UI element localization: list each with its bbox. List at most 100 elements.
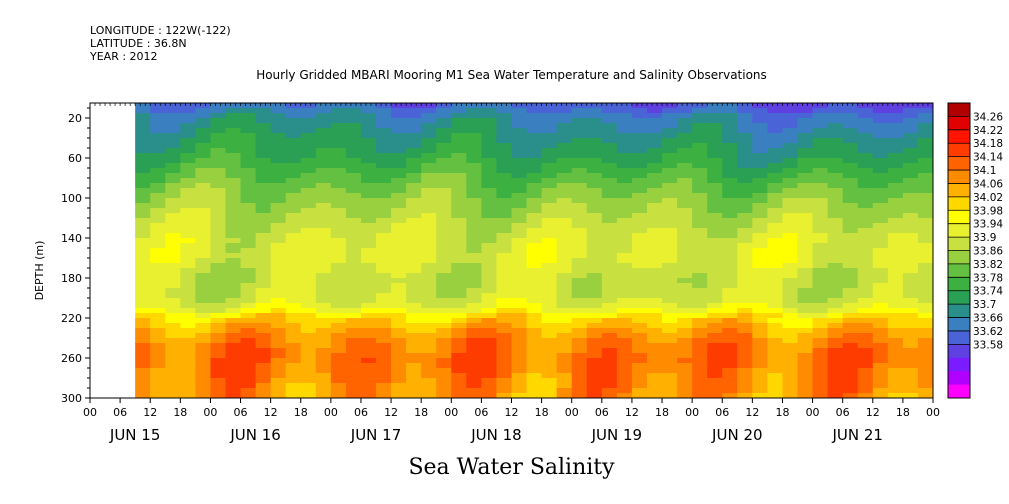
heatmap-cell bbox=[300, 378, 317, 384]
heatmap-cell bbox=[646, 163, 663, 169]
heatmap-cell bbox=[812, 283, 829, 289]
heatmap-cell bbox=[872, 378, 889, 384]
heatmap-cell bbox=[902, 103, 919, 109]
heatmap-cell bbox=[330, 188, 347, 194]
heatmap-cell bbox=[451, 188, 467, 194]
heatmap-cell bbox=[135, 178, 151, 184]
x-tick-label: 12 bbox=[866, 406, 880, 419]
heatmap-cell bbox=[646, 203, 663, 209]
heatmap-cell bbox=[406, 143, 422, 149]
heatmap-cell bbox=[692, 378, 708, 384]
heatmap-cell bbox=[511, 308, 528, 314]
heatmap-cell bbox=[511, 228, 528, 234]
heatmap-cell bbox=[315, 138, 332, 144]
heatmap-cell bbox=[150, 358, 166, 364]
heatmap-cell bbox=[601, 378, 618, 384]
heatmap-cell bbox=[571, 293, 588, 299]
heatmap-cell bbox=[767, 203, 784, 209]
heatmap-cell bbox=[631, 118, 648, 124]
heatmap-cell bbox=[376, 293, 392, 299]
heatmap-cell bbox=[376, 198, 392, 204]
heatmap-cell bbox=[752, 278, 769, 284]
heatmap-cell bbox=[556, 378, 573, 384]
heatmap-cell bbox=[376, 118, 392, 124]
heatmap-cell bbox=[526, 118, 543, 124]
heatmap-cell bbox=[722, 198, 738, 204]
heatmap-cell bbox=[165, 248, 181, 254]
heatmap-cell bbox=[376, 238, 392, 244]
heatmap-cell bbox=[586, 208, 603, 214]
heatmap-cell bbox=[616, 258, 633, 264]
heatmap-cell bbox=[737, 378, 753, 384]
heatmap-cell bbox=[165, 148, 181, 154]
heatmap-cell bbox=[616, 123, 633, 129]
heatmap-cell bbox=[677, 233, 693, 239]
heatmap-cell bbox=[391, 108, 407, 114]
heatmap-cell bbox=[496, 328, 513, 334]
heatmap-cell bbox=[631, 373, 648, 379]
heatmap-cell bbox=[586, 118, 603, 124]
heatmap-cell bbox=[586, 228, 603, 234]
heatmap-cell bbox=[827, 228, 844, 234]
heatmap-cell bbox=[345, 183, 362, 189]
heatmap-cell bbox=[526, 213, 543, 219]
heatmap-cell bbox=[677, 263, 693, 269]
heatmap-cell bbox=[571, 163, 588, 169]
heatmap-cell bbox=[360, 373, 377, 379]
heatmap-cell bbox=[767, 373, 784, 379]
heatmap-cell bbox=[511, 353, 528, 359]
heatmap-cell bbox=[285, 273, 302, 279]
heatmap-cell bbox=[195, 343, 212, 349]
heatmap-cell bbox=[842, 263, 859, 269]
heatmap-cell bbox=[270, 193, 287, 199]
heatmap-cell bbox=[481, 108, 498, 114]
heatmap-cell bbox=[541, 388, 558, 394]
heatmap-cell bbox=[541, 338, 558, 344]
heatmap-cell bbox=[812, 258, 829, 264]
x-tick-label: 06 bbox=[474, 406, 488, 419]
heatmap-cell bbox=[421, 178, 437, 184]
heatmap-cell bbox=[285, 313, 302, 319]
heatmap-cell bbox=[300, 188, 317, 194]
heatmap-cell bbox=[601, 368, 618, 374]
heatmap-cell bbox=[466, 113, 482, 119]
heatmap-cell bbox=[481, 258, 498, 264]
heatmap-cell bbox=[436, 223, 452, 229]
heatmap-cell bbox=[225, 278, 242, 284]
heatmap-cell bbox=[526, 183, 543, 189]
heatmap-cell bbox=[797, 138, 814, 144]
colorbar-swatch bbox=[948, 156, 970, 171]
heatmap-cell bbox=[917, 193, 933, 199]
heatmap-cell bbox=[571, 223, 588, 229]
heatmap-cell bbox=[662, 348, 678, 354]
heatmap-cell bbox=[526, 108, 543, 114]
heatmap-cell bbox=[782, 268, 799, 274]
heatmap-cell bbox=[541, 278, 558, 284]
heatmap-cell bbox=[150, 178, 166, 184]
heatmap-cell bbox=[646, 323, 663, 329]
heatmap-cell bbox=[240, 323, 257, 329]
heatmap-cell bbox=[797, 223, 814, 229]
heatmap-cell bbox=[616, 183, 633, 189]
heatmap-cell bbox=[135, 278, 151, 284]
heatmap-cell bbox=[526, 388, 543, 394]
heatmap-cell bbox=[391, 183, 407, 189]
heatmap-cell bbox=[376, 318, 392, 324]
heatmap-cell bbox=[436, 298, 452, 304]
heatmap-cell bbox=[345, 268, 362, 274]
heatmap-cell bbox=[466, 183, 482, 189]
heatmap-cell bbox=[300, 388, 317, 394]
heatmap-cell bbox=[692, 173, 708, 179]
heatmap-cell bbox=[330, 248, 347, 254]
heatmap-cell bbox=[902, 378, 919, 384]
heatmap-cell bbox=[451, 253, 467, 259]
heatmap-cell bbox=[165, 288, 181, 294]
x-tick-label: 06 bbox=[715, 406, 729, 419]
heatmap-cell bbox=[812, 393, 829, 398]
heatmap-cell bbox=[330, 223, 347, 229]
heatmap-cell bbox=[391, 213, 407, 219]
heatmap-cell bbox=[300, 153, 317, 159]
heatmap-cell bbox=[827, 273, 844, 279]
heatmap-cell bbox=[737, 308, 753, 314]
heatmap-cell bbox=[406, 178, 422, 184]
